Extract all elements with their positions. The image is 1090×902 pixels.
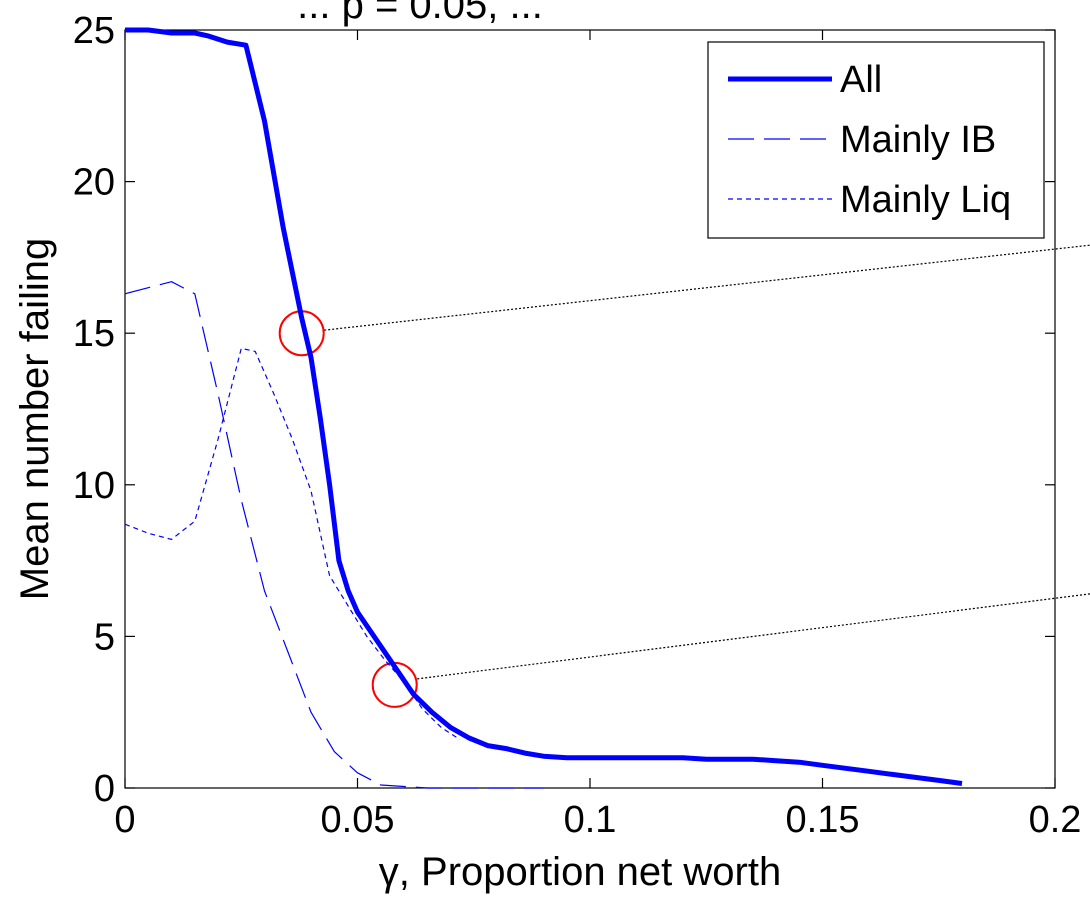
chart-title: ... p = 0.05, ... bbox=[297, 0, 543, 27]
series-line-mainly-ib bbox=[124, 281, 544, 789]
legend-label: Mainly Liq bbox=[840, 179, 1011, 221]
legend-box bbox=[707, 41, 1045, 239]
y-tick-label: 25 bbox=[73, 10, 115, 52]
x-tick-label: 0.1 bbox=[564, 799, 617, 841]
leader-line bbox=[417, 593, 1090, 680]
leader-line bbox=[324, 244, 1090, 331]
axes: 0 0.05 0.1 0.15 0.2 0 5 10 15 20 25 bbox=[73, 10, 1082, 841]
series-line-all bbox=[125, 27, 963, 786]
series-group bbox=[124, 27, 963, 789]
chart-title-group: ... p = 0.05, ... bbox=[297, 0, 543, 27]
y-axis-label: Mean number failing bbox=[13, 238, 57, 600]
legend: All Mainly IB Mainly Liq bbox=[707, 41, 1045, 239]
legend-label: All bbox=[840, 59, 882, 101]
x-tick-label: 0.15 bbox=[786, 799, 860, 841]
y-tick-label: 20 bbox=[73, 162, 115, 204]
annotations bbox=[278, 244, 1090, 708]
series-line-mainly-liq bbox=[124, 347, 461, 741]
x-tick-label: 0.05 bbox=[321, 799, 395, 841]
y-tick-label: 15 bbox=[73, 313, 115, 355]
y-tick-label: 10 bbox=[73, 465, 115, 507]
legend-label: Mainly IB bbox=[840, 119, 996, 161]
y-tick-label: 5 bbox=[94, 616, 115, 658]
x-tick-label: 0 bbox=[114, 799, 135, 841]
x-axis-label: γ, Proportion net worth bbox=[379, 850, 781, 894]
y-tick-label: 0 bbox=[94, 768, 115, 810]
x-tick-label: 0.2 bbox=[1029, 799, 1082, 841]
